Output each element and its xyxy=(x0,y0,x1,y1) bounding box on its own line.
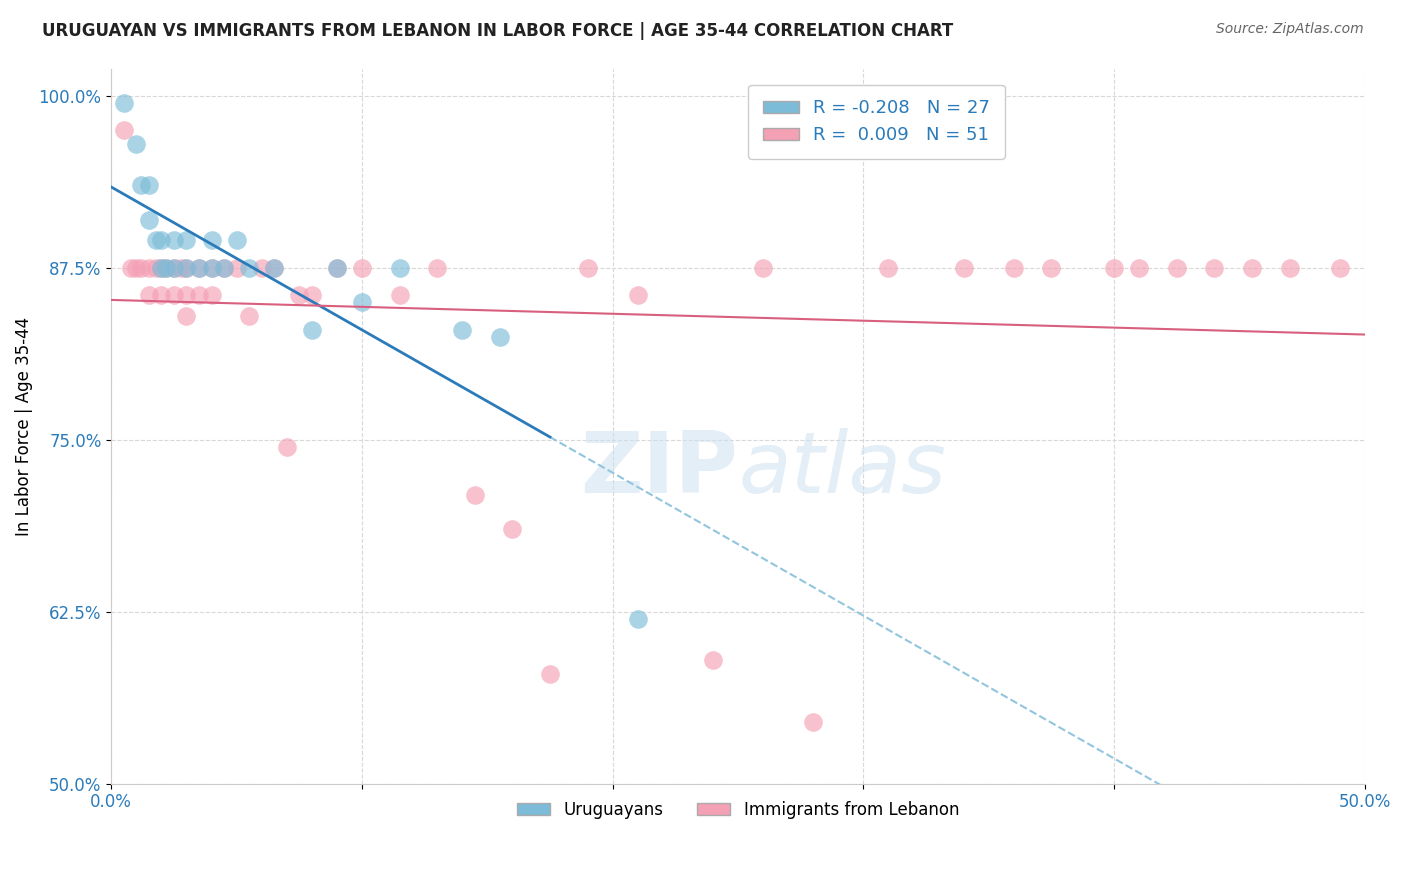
Point xyxy=(131,260,153,275)
Point xyxy=(150,260,173,275)
Point xyxy=(200,260,222,275)
Point xyxy=(301,288,323,302)
Point xyxy=(576,260,599,275)
Point xyxy=(238,260,260,275)
Point xyxy=(125,137,148,152)
Point xyxy=(464,488,486,502)
Point xyxy=(138,212,160,227)
Point xyxy=(150,234,173,248)
Y-axis label: In Labor Force | Age 35-44: In Labor Force | Age 35-44 xyxy=(15,317,32,536)
Point xyxy=(138,178,160,193)
Point xyxy=(200,260,222,275)
Point xyxy=(170,260,193,275)
Point xyxy=(1128,260,1150,275)
Point xyxy=(288,288,311,302)
Legend: Uruguayans, Immigrants from Lebanon: Uruguayans, Immigrants from Lebanon xyxy=(510,794,966,825)
Point xyxy=(155,260,177,275)
Point xyxy=(1040,260,1063,275)
Point xyxy=(212,260,235,275)
Point xyxy=(112,95,135,110)
Point xyxy=(1278,260,1301,275)
Point xyxy=(326,260,349,275)
Point xyxy=(702,653,724,667)
Text: atlas: atlas xyxy=(738,427,946,510)
Point xyxy=(752,260,775,275)
Point xyxy=(627,612,650,626)
Point xyxy=(176,309,198,323)
Point xyxy=(538,666,561,681)
Point xyxy=(138,260,160,275)
Point xyxy=(451,323,474,337)
Text: ZIP: ZIP xyxy=(581,427,738,510)
Point xyxy=(150,288,173,302)
Point xyxy=(150,260,173,275)
Point xyxy=(120,260,142,275)
Point xyxy=(627,288,650,302)
Point xyxy=(163,234,186,248)
Point xyxy=(1002,260,1025,275)
Point xyxy=(1204,260,1226,275)
Point xyxy=(276,440,298,454)
Point xyxy=(145,260,167,275)
Point xyxy=(125,260,148,275)
Text: Source: ZipAtlas.com: Source: ZipAtlas.com xyxy=(1216,22,1364,37)
Point xyxy=(176,288,198,302)
Point xyxy=(952,260,974,275)
Point xyxy=(112,123,135,137)
Point xyxy=(131,178,153,193)
Point xyxy=(212,260,235,275)
Point xyxy=(176,234,198,248)
Point xyxy=(155,260,177,275)
Point xyxy=(145,234,167,248)
Point xyxy=(250,260,273,275)
Point xyxy=(1102,260,1125,275)
Point xyxy=(877,260,900,275)
Point xyxy=(200,288,222,302)
Point xyxy=(188,260,211,275)
Point xyxy=(163,288,186,302)
Point xyxy=(263,260,285,275)
Point xyxy=(176,260,198,275)
Point xyxy=(388,260,411,275)
Point xyxy=(225,234,247,248)
Point xyxy=(350,260,373,275)
Point xyxy=(350,295,373,310)
Point xyxy=(326,260,349,275)
Point xyxy=(263,260,285,275)
Point xyxy=(163,260,186,275)
Point xyxy=(176,260,198,275)
Point xyxy=(501,522,523,536)
Point xyxy=(426,260,449,275)
Point xyxy=(188,260,211,275)
Point xyxy=(388,288,411,302)
Point xyxy=(301,323,323,337)
Point xyxy=(138,288,160,302)
Point xyxy=(1329,260,1351,275)
Point xyxy=(489,329,512,343)
Text: URUGUAYAN VS IMMIGRANTS FROM LEBANON IN LABOR FORCE | AGE 35-44 CORRELATION CHAR: URUGUAYAN VS IMMIGRANTS FROM LEBANON IN … xyxy=(42,22,953,40)
Point xyxy=(163,260,186,275)
Point xyxy=(225,260,247,275)
Point xyxy=(200,234,222,248)
Point xyxy=(801,714,824,729)
Point xyxy=(1240,260,1263,275)
Point xyxy=(188,288,211,302)
Point xyxy=(238,309,260,323)
Point xyxy=(1166,260,1188,275)
